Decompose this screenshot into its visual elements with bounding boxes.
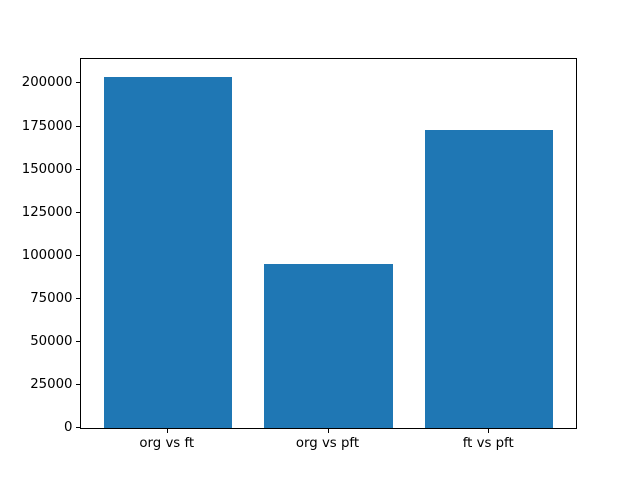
x-tick-mark <box>327 429 329 433</box>
y-tick-mark <box>76 82 80 84</box>
y-axis-tick-label: 200000 <box>21 75 73 91</box>
y-axis-tick-label: 125000 <box>21 204 73 220</box>
y-tick-mark <box>76 427 80 428</box>
y-axis-tick-label: 150000 <box>21 161 73 177</box>
y-tick-mark <box>76 254 80 256</box>
x-axis-tick-label: ft vs pft <box>462 436 514 451</box>
x-axis-tick-label: org vs ft <box>139 436 195 451</box>
bar-ft-vs-pft <box>424 129 554 428</box>
y-axis-tick-label: 100000 <box>21 247 73 263</box>
y-axis-tick-label: 175000 <box>21 118 73 134</box>
y-tick-mark <box>76 211 80 213</box>
y-tick-mark <box>76 168 80 170</box>
x-axis-tick-label: org vs pft <box>295 436 360 451</box>
y-tick-mark <box>76 383 80 385</box>
y-axis-tick-label: 75000 <box>30 290 73 306</box>
plot-area <box>80 58 577 429</box>
bar-org-vs-pft <box>264 264 393 428</box>
x-tick-mark <box>166 429 168 433</box>
y-tick-mark <box>76 125 80 127</box>
y-axis-tick-label: 0 <box>64 420 73 435</box>
y-tick-mark <box>76 297 80 299</box>
y-tick-mark <box>76 340 80 342</box>
y-axis-tick-label: 25000 <box>30 376 73 392</box>
x-tick-mark <box>488 429 490 433</box>
bar-org-vs-ft <box>103 76 233 428</box>
y-axis-tick-label: 50000 <box>30 333 73 349</box>
